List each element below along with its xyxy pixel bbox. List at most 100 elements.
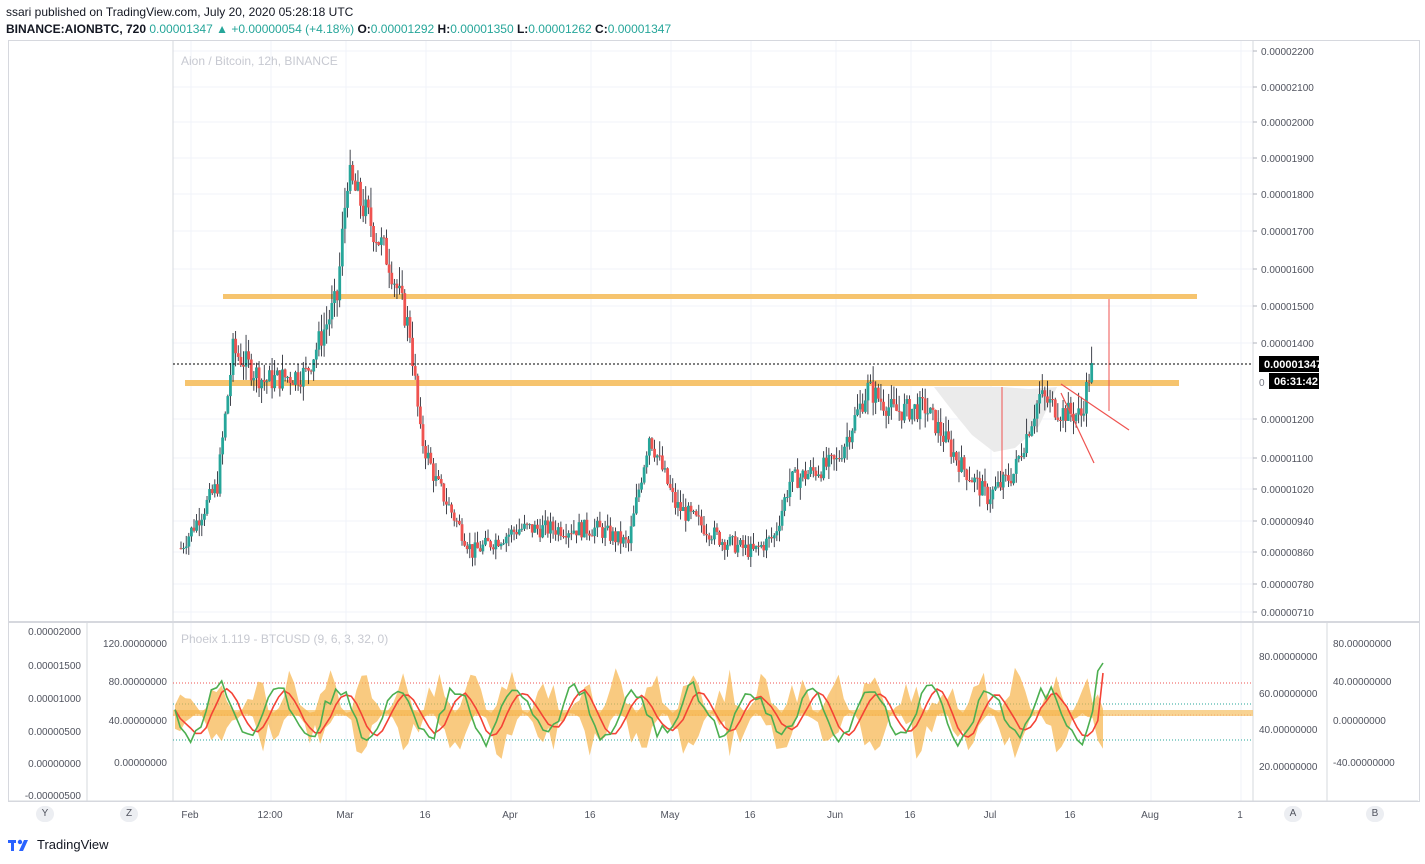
candle (1085, 372, 1088, 427)
candle (741, 535, 745, 557)
oscillator-line-green (174, 662, 1104, 749)
candle (634, 483, 638, 515)
axis-button-b[interactable]: B (1366, 806, 1384, 822)
candle (478, 540, 482, 552)
main-chart-panel[interactable]: Aion / Bitcoin, 12h, BINANCE 0.00002200 0… (8, 40, 1420, 622)
candle (374, 233, 378, 252)
candle (590, 529, 594, 537)
candle (983, 468, 987, 496)
candle (856, 394, 859, 417)
candle (837, 450, 841, 462)
candles (179, 149, 1110, 567)
candle (1030, 421, 1034, 437)
candle (585, 512, 589, 541)
indicator-title: Phoeix 1.119 - BTCUSD (9, 6, 3, 32, 0) (181, 632, 388, 646)
candle (364, 186, 368, 224)
candle (577, 513, 581, 536)
candle (1035, 400, 1039, 433)
candle (1051, 391, 1055, 407)
candle (778, 515, 781, 542)
candle (835, 447, 839, 471)
candle (861, 393, 865, 414)
time-axis[interactable]: Feb 12:00 Mar 16 Apr 16 May 16 Jun 16 Jul 16 Aug 1 (0, 800, 1425, 830)
symbol-label[interactable]: BINANCE:AIONBTC, 720 (6, 22, 147, 36)
candle (205, 496, 209, 516)
indicator-panel[interactable]: Phoeix 1.119 - BTCUSD (9, 6, 3, 32, 0) 0… (8, 622, 1420, 802)
candle (338, 252, 342, 308)
candle (954, 450, 958, 466)
chart-watermark: Aion / Bitcoin, 12h, BINANCE (181, 54, 338, 68)
candle (632, 505, 636, 527)
candle (408, 310, 412, 343)
candle (603, 520, 607, 547)
axis-button-y[interactable]: Y (36, 806, 54, 822)
candle (424, 440, 427, 470)
candle (999, 470, 1003, 491)
candle (395, 279, 399, 299)
indicator-chart[interactable]: Phoeix 1.119 - BTCUSD (9, 6, 3, 32, 0) 0… (9, 623, 1419, 801)
candle (439, 474, 443, 487)
candle (980, 474, 984, 496)
publisher-line: ssari published on TradingView.com, July… (6, 5, 354, 19)
candle (515, 524, 519, 539)
indicator-right-tick: 40.00000000 (1259, 725, 1318, 736)
candle (1048, 389, 1052, 413)
low-value: 0.00001262 (528, 22, 592, 36)
candle (281, 354, 284, 391)
candle (551, 516, 555, 539)
candle (796, 458, 800, 489)
price-chart[interactable]: Aion / Bitcoin, 12h, BINANCE 0.00002200 0… (9, 41, 1419, 621)
candle (275, 367, 279, 376)
candle (804, 461, 807, 486)
candle (939, 408, 943, 446)
candle (679, 490, 682, 520)
candle (182, 542, 186, 554)
candle (876, 383, 880, 402)
candle (822, 451, 826, 481)
candle (973, 473, 976, 493)
candle (541, 515, 545, 539)
price-change: +0.00000054 (+4.18%) (231, 22, 355, 36)
last-price-badge (1259, 356, 1319, 372)
indicator-right-tick: 20.00000000 (1259, 762, 1318, 773)
last-price-badge-label: 0.00001347 (1264, 359, 1322, 371)
candle (351, 161, 355, 185)
time-label: Jul (984, 810, 997, 821)
candle (184, 535, 188, 555)
candle (1014, 450, 1018, 483)
candle (988, 487, 992, 513)
indicator-far-left-tick: 0.00000500 (28, 727, 81, 738)
axis-button-a[interactable]: A (1284, 806, 1302, 822)
candle (502, 539, 506, 546)
candle (908, 395, 911, 422)
candle (296, 363, 300, 391)
candle (260, 378, 264, 403)
candle (494, 533, 498, 560)
candle (663, 460, 667, 473)
candle (473, 532, 477, 566)
candle (325, 306, 329, 344)
candle (853, 406, 857, 434)
candle (673, 483, 677, 515)
tradingview-logo-icon (8, 839, 28, 851)
footer-brand[interactable]: TradingView (8, 837, 109, 852)
candle (645, 451, 649, 474)
candle (244, 334, 248, 380)
candle (655, 454, 659, 466)
candle (330, 285, 334, 329)
axis-button-z[interactable]: Z (120, 806, 138, 822)
candle (595, 516, 599, 538)
candle (283, 368, 287, 382)
candle (546, 516, 550, 538)
time-label: Aug (1141, 810, 1159, 821)
candle (819, 471, 823, 482)
candle (255, 362, 258, 393)
resistance-axis-label: 0 (1259, 378, 1265, 389)
price-tick-label: 0.00000940 (1261, 517, 1314, 528)
candle (783, 493, 787, 517)
candle (892, 386, 896, 408)
candle (928, 407, 932, 414)
candle (715, 523, 719, 535)
candle (934, 409, 937, 436)
candle (723, 539, 727, 560)
